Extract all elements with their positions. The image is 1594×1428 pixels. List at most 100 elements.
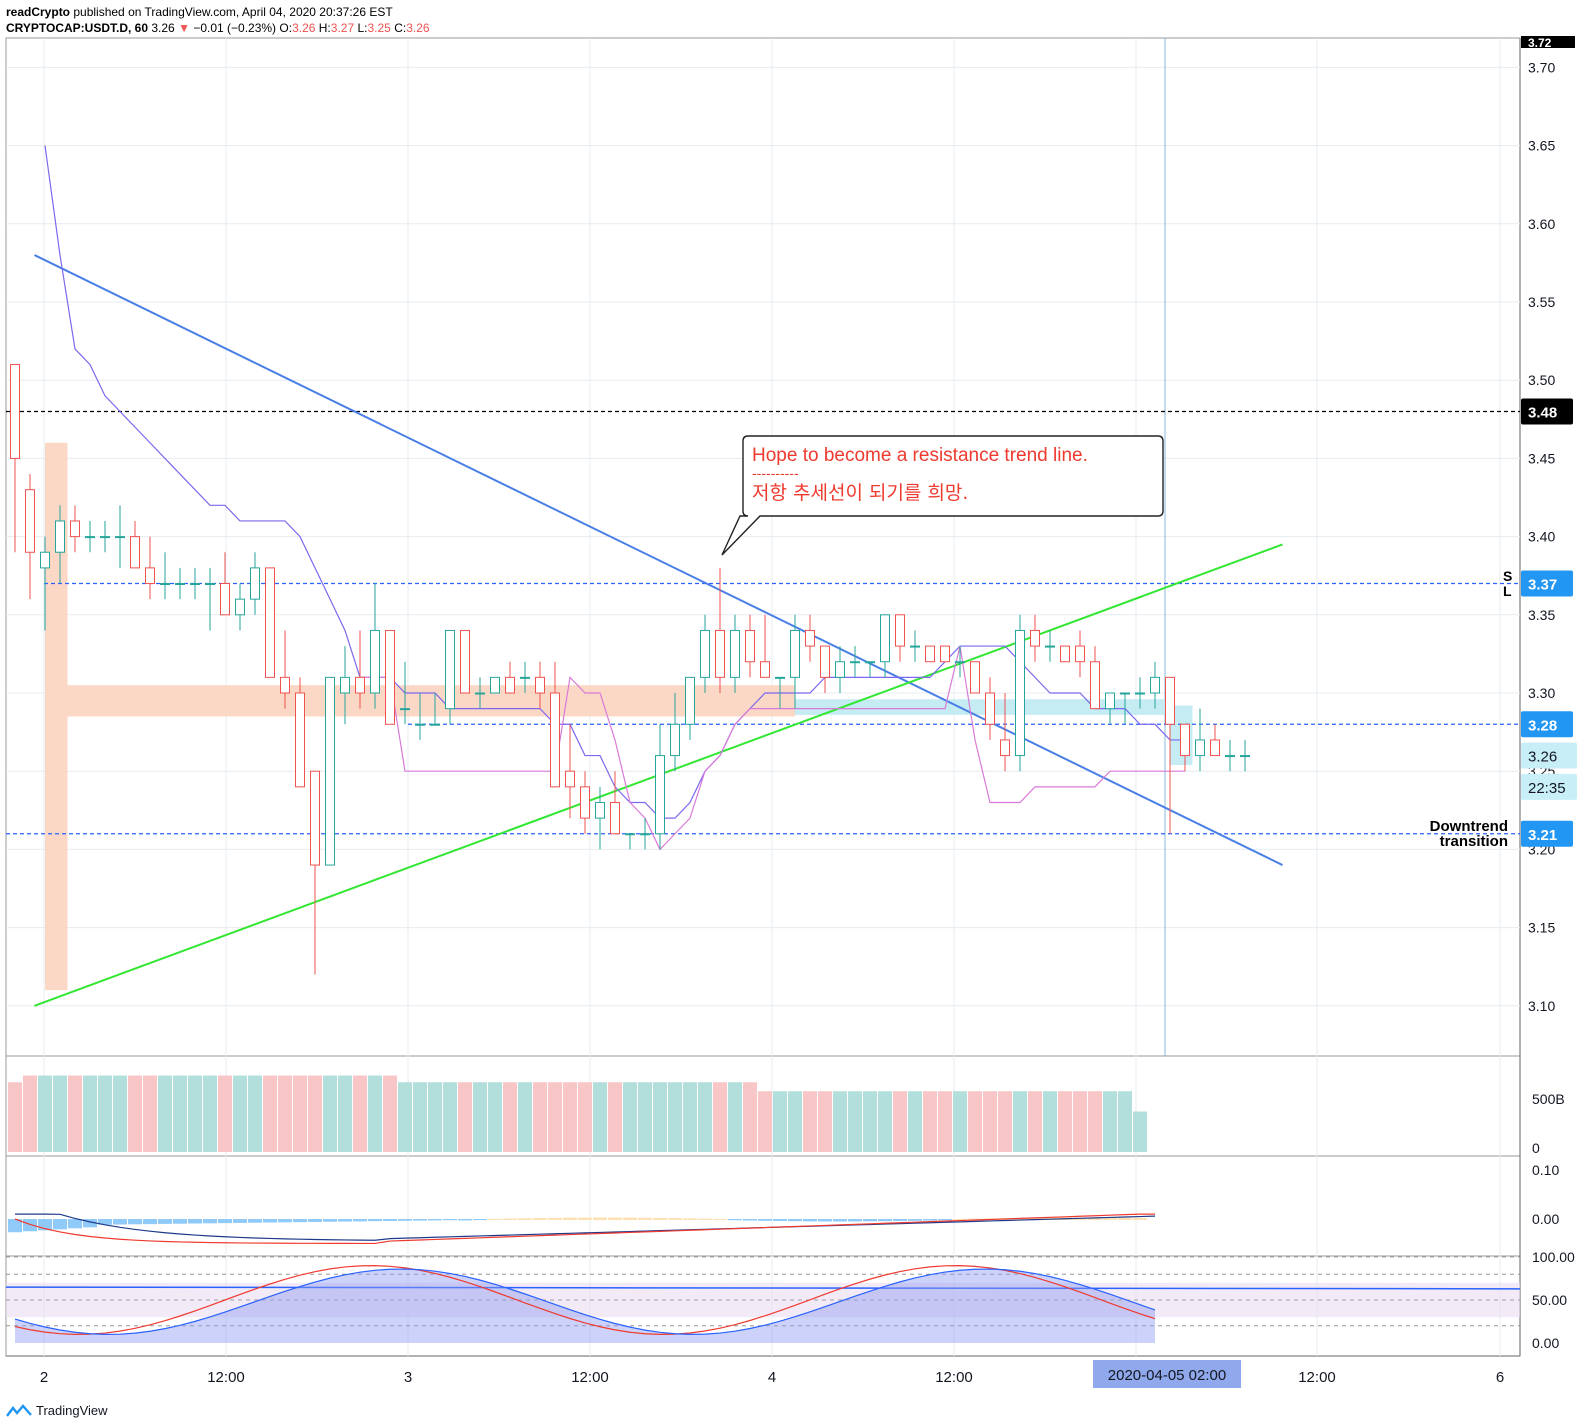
volume-bar	[113, 1075, 127, 1152]
macd-histogram-bar	[353, 1219, 367, 1222]
macd-histogram-bar	[518, 1218, 532, 1220]
symbol-name: CRYPTOCAP:USDT.D, 60	[6, 21, 149, 35]
last-price: 3.26	[151, 21, 175, 35]
volume-bar	[338, 1075, 352, 1152]
candle-body	[610, 801, 620, 835]
price-label-text: 3.48	[1528, 404, 1557, 421]
volume-bar	[443, 1082, 457, 1152]
macd-axis-label: 0.10	[1532, 1162, 1559, 1178]
volume-bar	[1013, 1091, 1027, 1152]
high-value: 3.27	[330, 21, 355, 35]
candle-body	[895, 614, 905, 647]
volume-bar	[848, 1091, 862, 1152]
candle-body	[1090, 661, 1100, 710]
macd-histogram-bar	[473, 1219, 487, 1221]
macd-histogram-bar	[98, 1219, 112, 1225]
author-name[interactable]: readCrypto	[6, 5, 71, 19]
y-tick-label: 3.45	[1528, 450, 1555, 466]
candle-body	[355, 676, 365, 694]
macd-histogram-bar	[1103, 1217, 1117, 1220]
macd-histogram-bar	[218, 1219, 232, 1224]
x-tick-label: 12:00	[207, 1369, 245, 1386]
open-value: 3.26	[292, 21, 316, 35]
macd-histogram-bar	[818, 1219, 832, 1222]
candle-body	[640, 833, 650, 836]
volume-bar	[218, 1075, 232, 1152]
rsi-slow-line	[14, 1268, 1156, 1335]
candle-body	[955, 661, 965, 664]
price-label-bg	[1521, 398, 1573, 425]
volume-bar	[1088, 1091, 1102, 1152]
macd-histogram-bar	[698, 1218, 712, 1220]
macd-histogram-bar	[533, 1218, 547, 1220]
volume-bar	[143, 1075, 157, 1152]
candle-body	[100, 536, 110, 539]
footer: TradingView	[6, 1403, 108, 1418]
candle-body	[1180, 723, 1190, 757]
candle-body	[475, 692, 485, 695]
price-label-text: 22:35	[1528, 780, 1566, 797]
macd-histogram-bar	[758, 1219, 772, 1221]
macd-histogram-bar	[833, 1219, 847, 1222]
volume-bar	[983, 1091, 997, 1152]
volume-bar	[458, 1082, 472, 1152]
volume-bar	[293, 1075, 307, 1152]
volume-bar	[203, 1075, 217, 1152]
volume-bar	[698, 1082, 712, 1152]
brand-name[interactable]: TradingView	[36, 1403, 108, 1418]
macd-histogram-bar	[968, 1218, 982, 1220]
candle-body	[505, 676, 515, 694]
annotation-separator: ----------	[752, 465, 799, 481]
candle-body	[1105, 692, 1115, 710]
volume-axis-label: 500B	[1532, 1091, 1565, 1107]
candle-body	[790, 629, 800, 678]
price-label-text: 3.28	[1528, 717, 1557, 734]
y-tick-label: 3.60	[1528, 216, 1555, 232]
candle-body	[1075, 645, 1085, 663]
candle-body	[1135, 692, 1145, 695]
volume-bar	[263, 1075, 277, 1152]
candle-body	[835, 661, 845, 678]
candle-body	[280, 676, 290, 694]
top-cut-label-bg	[1521, 36, 1575, 48]
volume-bar	[1133, 1111, 1147, 1152]
rsi-area	[15, 1269, 1155, 1343]
candle-body	[730, 629, 740, 678]
candle-body	[115, 536, 125, 539]
low-value: 3.25	[367, 21, 391, 35]
rsi-axis-label: 50.00	[1532, 1292, 1567, 1308]
price-change: −0.01 (−0.23%)	[193, 21, 277, 35]
macd-histogram-bar	[233, 1219, 247, 1223]
candle-body	[580, 786, 590, 819]
volume-bar	[968, 1091, 982, 1152]
volume-bar	[353, 1075, 367, 1152]
marker-s: S	[1503, 568, 1512, 584]
volume-bar	[833, 1091, 847, 1152]
macd-histogram-bar	[173, 1219, 187, 1224]
candle-body	[1225, 755, 1235, 758]
candle-body	[370, 629, 380, 694]
candle-body	[625, 833, 635, 836]
macd-histogram-bar	[383, 1219, 397, 1221]
candle-body	[1120, 692, 1130, 695]
macd-histogram-bar	[368, 1219, 382, 1222]
candle-body	[160, 583, 170, 586]
crosshair-time-label: 2020-04-05 02:00	[1108, 1367, 1226, 1384]
macd-axis-label: 0.00	[1532, 1211, 1559, 1227]
volume-bar	[83, 1075, 97, 1152]
macd-histogram-bar	[848, 1219, 862, 1222]
x-tick-label: 12:00	[1298, 1369, 1336, 1386]
trend-label-line2: transition	[1440, 833, 1508, 850]
price-label-bg	[1521, 742, 1577, 769]
candle-body	[205, 583, 215, 586]
macd-histogram-bar	[743, 1219, 757, 1221]
macd-histogram-bar	[158, 1219, 172, 1224]
candle-body	[25, 489, 35, 553]
macd-histogram-bar	[1028, 1217, 1042, 1220]
y-tick-label: 3.40	[1528, 529, 1555, 545]
y-tick-label: 3.55	[1528, 294, 1555, 310]
tradingview-logo-icon	[6, 1403, 32, 1417]
macd-histogram-bar	[593, 1217, 607, 1220]
volume-bar	[308, 1075, 322, 1152]
